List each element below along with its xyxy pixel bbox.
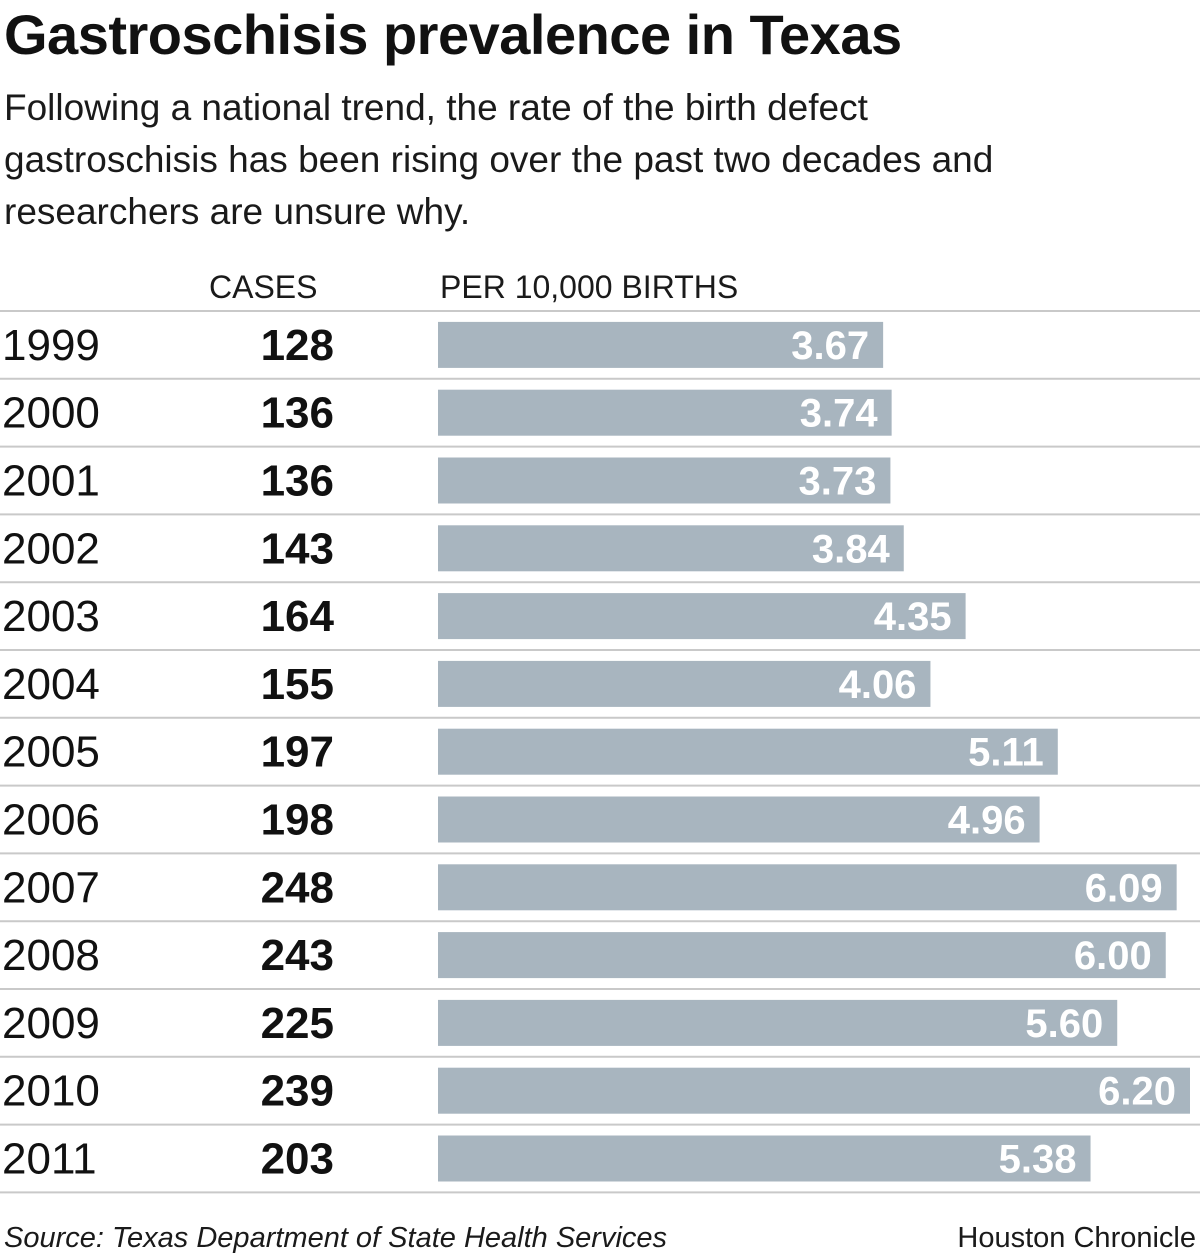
cases-value: 143 — [261, 524, 334, 573]
page-title: Gastroschisis prevalence in Texas — [4, 3, 902, 66]
cases-value: 197 — [261, 728, 334, 777]
year-label: 2011 — [2, 1135, 97, 1184]
year-label: 2005 — [2, 728, 100, 777]
cases-value: 198 — [261, 796, 334, 845]
bar — [438, 389, 892, 436]
chart-rows: 1999 128 3.67 2000 136 3.74 2001 136 3.73 2002 143… — [0, 310, 1200, 1194]
bar-value-label: 6.20 — [1098, 1070, 1176, 1114]
cases-value: 128 — [261, 321, 334, 370]
chart-subtitle: Following a national trend, the rate of … — [4, 87, 994, 232]
bar-value-label: 5.38 — [999, 1138, 1077, 1182]
bar-value-label: 3.67 — [791, 324, 869, 368]
cases-column-header: CASES — [209, 269, 318, 305]
bar — [438, 728, 1058, 775]
bar — [438, 1135, 1091, 1182]
year-label: 2002 — [2, 524, 100, 573]
bar-value-label: 3.84 — [812, 527, 891, 571]
credit-note: Houston Chronicle — [957, 1222, 1196, 1254]
cases-value: 243 — [261, 931, 334, 980]
bar — [438, 932, 1166, 979]
year-label: 2001 — [2, 457, 100, 506]
bar — [438, 593, 966, 640]
year-label: 2009 — [2, 999, 100, 1048]
bar — [438, 525, 904, 572]
bar-value-label: 4.96 — [948, 799, 1026, 843]
bar-value-label: 6.00 — [1074, 934, 1152, 978]
year-label: 2004 — [2, 660, 100, 709]
bar-value-label: 3.73 — [799, 460, 877, 504]
year-label: 2007 — [2, 863, 100, 912]
bar — [438, 864, 1177, 911]
year-label: 2008 — [2, 931, 100, 980]
cases-value: 136 — [261, 389, 334, 438]
source-note: Source: Texas Department of State Health… — [4, 1222, 668, 1254]
rate-column-header: PER 10,000 BIRTHS — [440, 269, 739, 305]
bar-value-label: 5.11 — [968, 731, 1044, 775]
bar — [438, 796, 1040, 843]
year-label: 1999 — [2, 321, 100, 370]
bar-value-label: 5.60 — [1025, 1002, 1103, 1046]
bar — [438, 660, 931, 707]
bar — [438, 1067, 1190, 1114]
bar-value-label: 3.74 — [800, 392, 879, 436]
year-label: 2006 — [2, 796, 100, 845]
cases-value: 248 — [261, 863, 334, 912]
bar — [438, 321, 884, 368]
year-label: 2003 — [2, 592, 100, 641]
cases-value: 225 — [261, 999, 334, 1048]
cases-value: 203 — [261, 1135, 334, 1184]
cases-value: 155 — [261, 660, 334, 709]
year-label: 2010 — [2, 1067, 100, 1116]
cases-value: 164 — [261, 592, 335, 641]
cases-value: 239 — [261, 1067, 334, 1116]
cases-value: 136 — [261, 457, 334, 506]
bar-value-label: 6.09 — [1085, 866, 1163, 910]
bar-value-label: 4.06 — [839, 663, 917, 707]
bar-value-label: 4.35 — [874, 595, 952, 639]
bar — [438, 457, 891, 504]
bar — [438, 999, 1118, 1046]
year-label: 2000 — [2, 389, 100, 438]
